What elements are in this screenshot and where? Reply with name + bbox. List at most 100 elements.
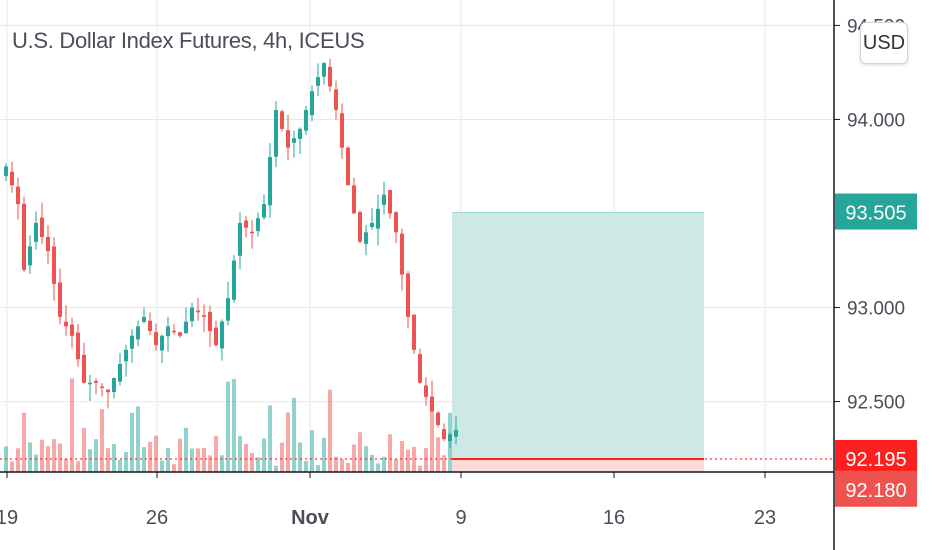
candle [430, 380, 434, 413]
candle [436, 411, 440, 428]
volume-bar [154, 435, 158, 472]
candle-body [238, 222, 242, 256]
stop-zone [452, 458, 704, 472]
candle [328, 58, 332, 92]
candle [34, 211, 38, 250]
volume-bar [94, 439, 98, 472]
price-label-text: 92.195 [845, 449, 906, 471]
candle [100, 383, 104, 397]
candle-body [430, 396, 434, 411]
volume-bar [388, 434, 392, 472]
candle-body [202, 315, 206, 317]
volume-bar [334, 456, 338, 472]
volume-bar [244, 443, 248, 472]
volume-bars [4, 378, 458, 472]
currency-button[interactable]: USD [860, 22, 908, 64]
candle [88, 374, 92, 402]
candle [196, 298, 200, 321]
candle [112, 377, 116, 399]
volume-bar [436, 437, 440, 472]
candle-body [352, 185, 356, 214]
volume-bar [370, 454, 374, 472]
volume-bar [430, 402, 434, 472]
volume-bar [232, 378, 236, 472]
candle-body [406, 273, 410, 317]
candle-body [46, 237, 50, 252]
candle [124, 344, 128, 377]
candle-body [184, 321, 188, 334]
candle-body [142, 316, 146, 322]
candle-body [100, 386, 104, 389]
candle [82, 342, 86, 384]
candle [280, 109, 284, 132]
candle [394, 211, 398, 243]
candle-body [316, 77, 320, 86]
price-label-stop: 92.180 [835, 470, 917, 507]
candle-body [424, 385, 428, 397]
target-zone [452, 212, 704, 459]
volume-bar [412, 446, 416, 472]
candle [292, 130, 296, 158]
x-tick-labels: 19 26 Nov 9 16 23 [0, 472, 776, 529]
candle [70, 317, 74, 349]
candle [382, 181, 386, 215]
candle [256, 212, 260, 237]
candle-body [262, 204, 266, 218]
volume-bar [112, 444, 116, 472]
candle [94, 378, 98, 395]
candle [442, 423, 446, 442]
candle [52, 237, 56, 301]
volume-bar [70, 378, 74, 472]
candle [400, 228, 404, 291]
volume-bar [130, 412, 134, 472]
candle [310, 85, 314, 121]
candle [22, 196, 26, 272]
volume-bar [58, 443, 62, 472]
candle-body [376, 208, 380, 229]
candle-body [28, 246, 32, 266]
volume-bar [202, 447, 206, 472]
candle [316, 63, 320, 97]
candle-body [268, 157, 272, 206]
candle-body [334, 89, 338, 111]
candle-body [400, 233, 404, 275]
candle [268, 143, 272, 218]
price-label-last: 92.195 [835, 439, 917, 476]
volume-bar [52, 439, 56, 472]
candle [346, 146, 350, 186]
candle [136, 320, 140, 347]
y-tick-label: 94.000 [847, 110, 905, 131]
candle [322, 62, 326, 85]
volume-bar [46, 446, 50, 472]
volume-bar [118, 459, 122, 472]
candle-body [16, 186, 20, 205]
volume-bar [310, 430, 314, 472]
candle [148, 312, 152, 336]
candle [274, 101, 278, 168]
candle-body [382, 194, 386, 205]
candle-body [148, 320, 152, 332]
volume-bar [256, 457, 260, 472]
candle-body [178, 332, 182, 336]
candle [154, 323, 158, 351]
y-tick-label: 92.500 [847, 393, 905, 414]
x-tick-label: 26 [146, 507, 168, 529]
volume-bar [10, 461, 14, 472]
candle [244, 215, 248, 238]
x-tick-label: 16 [603, 507, 625, 529]
candle [64, 305, 68, 336]
candle [448, 432, 452, 449]
candle-body [82, 354, 86, 383]
volume-bar [286, 412, 290, 472]
candle [28, 235, 32, 274]
candle-body [250, 231, 254, 234]
candle-body [232, 260, 236, 300]
candle [160, 334, 164, 364]
volume-bar [184, 427, 188, 472]
candle-body [160, 335, 164, 351]
candle [358, 210, 362, 244]
volume-bar [124, 451, 128, 472]
candle [418, 348, 422, 384]
volume-bar [178, 438, 182, 472]
